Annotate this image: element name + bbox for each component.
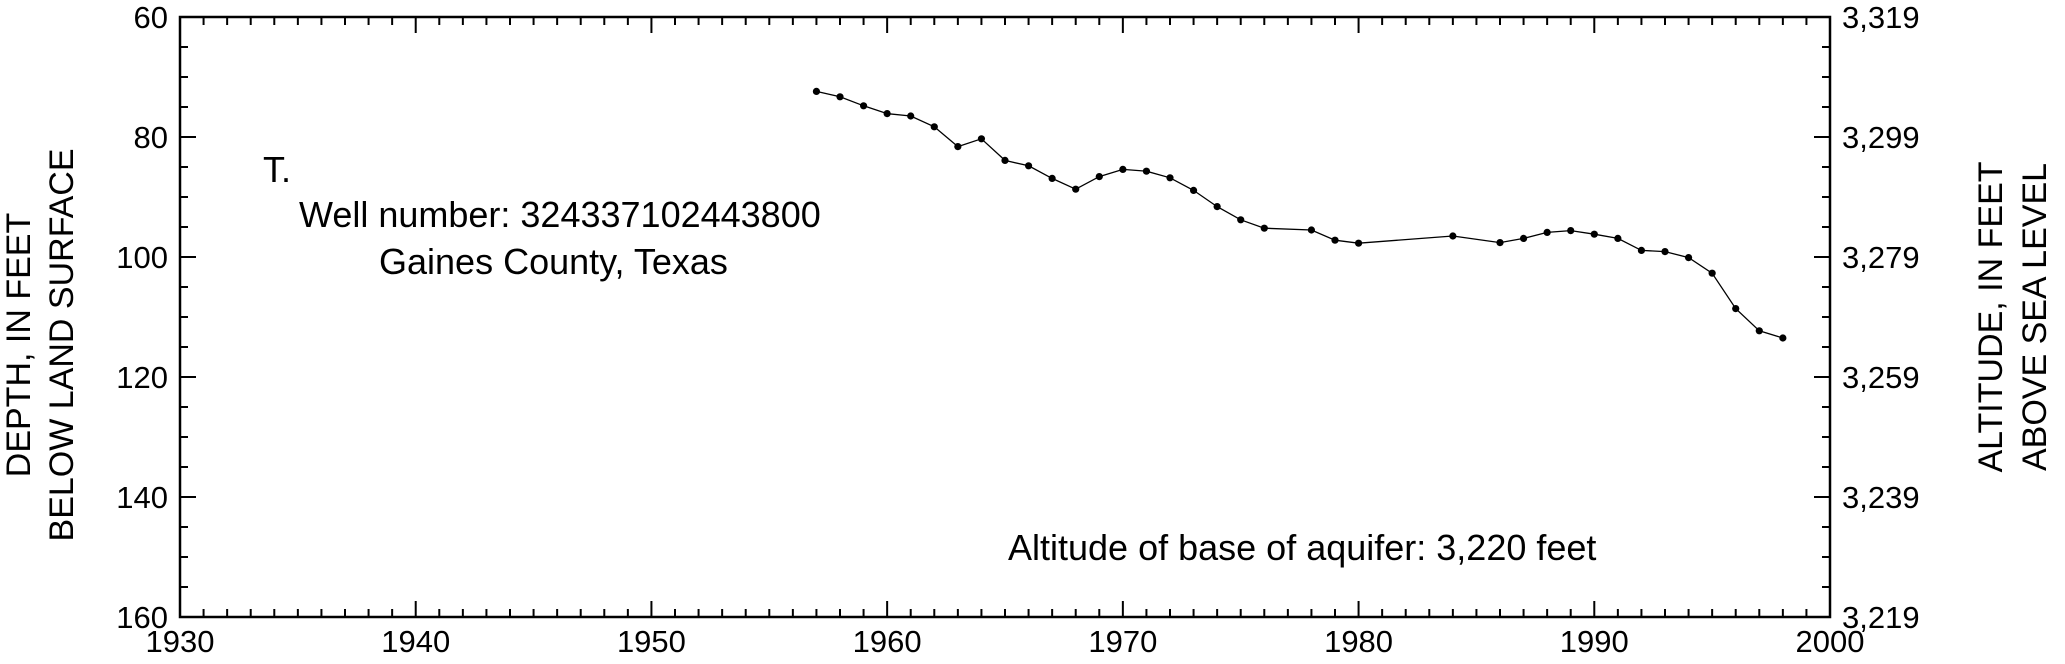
data-series (812, 87, 1787, 342)
y-left-tick-label: 120 (116, 360, 168, 395)
water-level-point (1567, 227, 1575, 235)
x-tick-label: 1930 (146, 624, 215, 659)
water-level-point (1661, 248, 1669, 256)
y-right-tick-label: 3,279 (1842, 240, 1920, 275)
chart-title: Well number: 324337102443800 (299, 194, 821, 235)
water-level-point (1331, 236, 1339, 244)
water-level-point (836, 93, 844, 101)
water-level-point (1519, 234, 1528, 242)
y-right-tick-label: 3,239 (1842, 480, 1920, 515)
right-axis-title-line2: ABOVE SEA LEVEL (2016, 163, 2054, 471)
water-level-point (1095, 173, 1103, 181)
water-level-point (1189, 186, 1198, 194)
water-level-point (1213, 203, 1221, 211)
right-axis-title-line1: ALTITUDE, IN FEET (1972, 161, 2010, 472)
water-level-point (1779, 334, 1787, 342)
water-level-point (1755, 327, 1763, 335)
left-axis-title-line2: BELOW LAND SURFACE (43, 149, 81, 542)
water-level-point (1072, 185, 1080, 193)
water-level-point (907, 112, 915, 120)
y-left-tick-label: 60 (134, 0, 168, 35)
x-tick-label: 2000 (1796, 624, 1865, 659)
water-level-point (1142, 167, 1151, 175)
x-tick-label: 1940 (381, 624, 450, 659)
x-tick-label: 1970 (1088, 624, 1157, 659)
water-level-point (1614, 234, 1622, 242)
water-level-point (1543, 228, 1551, 236)
water-level-point (812, 87, 821, 95)
x-tick-label: 1950 (617, 624, 686, 659)
water-level-point (954, 143, 962, 151)
y-left-tick-label: 100 (116, 240, 168, 275)
x-tick-label: 1960 (853, 624, 922, 659)
chart-subtitle: Gaines County, Texas (379, 241, 728, 282)
water-level-point (1684, 254, 1693, 262)
water-level-point (1119, 165, 1127, 173)
water-level-point (1001, 156, 1009, 164)
y-right-tick-label: 3,299 (1842, 120, 1920, 155)
water-level-point (1637, 246, 1646, 254)
water-level-point (1024, 162, 1033, 170)
y-right-tick-label: 3,219 (1842, 600, 1920, 635)
panel-label: T. (263, 149, 291, 190)
y-left-tick-label: 140 (116, 480, 168, 515)
water-level-point (977, 135, 986, 143)
y-left-tick-label: 160 (116, 600, 168, 635)
water-level-point (1449, 232, 1457, 240)
water-level-point (1354, 239, 1363, 247)
water-level-point (1496, 239, 1504, 247)
water-level-point (930, 123, 938, 131)
water-level-point (1708, 269, 1716, 277)
left-axis-title-line1: DEPTH, IN FEET (0, 213, 38, 477)
tick-labels: 1930 1940 1950 1960 1970 1980 1990 2000 60 80 100 1… (116, 0, 1919, 659)
x-tick-label: 1990 (1560, 624, 1629, 659)
water-level-point (1307, 226, 1316, 234)
water-level-point (1590, 230, 1598, 238)
y-right-tick-label: 3,259 (1842, 360, 1920, 395)
y-left-tick-label: 80 (134, 120, 168, 155)
water-level-point (1732, 305, 1740, 313)
plot-frame (178, 15, 1832, 619)
water-level-point (1237, 216, 1245, 224)
water-level-point (883, 110, 891, 118)
y-right-tick-label: 3,319 (1842, 0, 1920, 35)
water-level-line (816, 90, 1784, 339)
water-level-point (1048, 174, 1056, 182)
aquifer-base-annotation: Altitude of base of aquifer: 3,220 feet (1008, 527, 1596, 568)
water-level-point (859, 102, 868, 110)
x-tick-label: 1980 (1324, 624, 1393, 659)
water-level-point (1260, 224, 1268, 232)
water-level-point (1166, 174, 1174, 182)
